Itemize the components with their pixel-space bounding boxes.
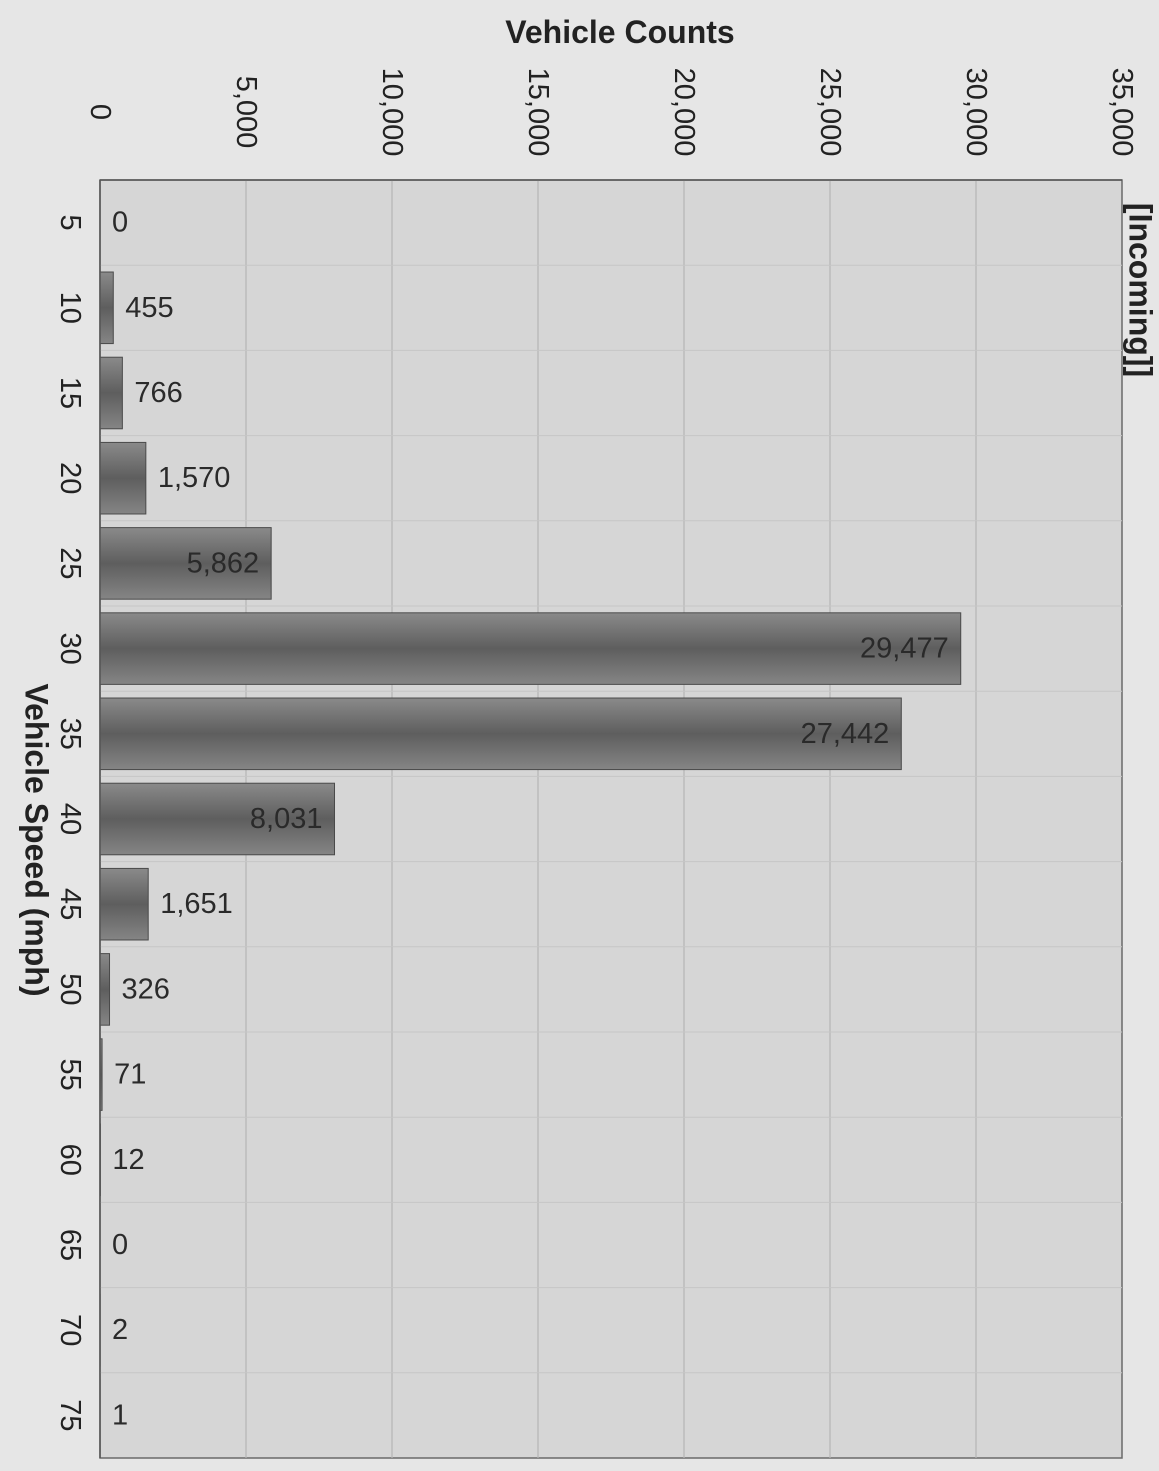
data-label: 5,862	[187, 547, 260, 579]
category-tick-label: 70	[54, 1314, 86, 1346]
category-axis-ticks: 5 10 15 20 25 30 35 40 45 50 55 60 65 70 75	[54, 215, 86, 1432]
value-tick-label: 15,000	[522, 68, 554, 157]
category-tick-label: 25	[54, 547, 86, 579]
category-tick-label: 60	[54, 1144, 86, 1176]
bar	[99, 441, 147, 515]
category-tick-label: 30	[54, 632, 86, 664]
data-label: 766	[134, 377, 182, 409]
bar	[99, 356, 123, 430]
data-label: 12	[112, 1144, 144, 1176]
category-tick-label: 10	[54, 292, 86, 324]
data-label: 1,651	[160, 888, 233, 920]
category-tick-label: 65	[54, 1229, 86, 1261]
category-tick-label: 45	[54, 888, 86, 920]
value-tick-label: 0	[84, 104, 116, 120]
data-label: 1	[112, 1399, 128, 1431]
category-tick-label: 40	[54, 803, 86, 835]
bar	[99, 612, 962, 685]
category-tick-label: 5	[54, 215, 86, 231]
data-label: 1,570	[158, 462, 231, 494]
value-tick-label: 20,000	[668, 68, 700, 157]
data-label: 2	[112, 1314, 128, 1346]
data-label: 29,477	[860, 633, 949, 665]
bar	[99, 697, 902, 771]
data-label: 71	[114, 1059, 146, 1091]
category-tick-label: 55	[54, 1058, 86, 1090]
category-tick-label: 75	[54, 1399, 86, 1431]
data-label: 8,031	[250, 803, 323, 835]
bar	[99, 953, 111, 1026]
category-tick-label: 15	[54, 377, 86, 409]
data-labels: 0 455 766 1,570 5,862 29,477 27,442 8,031 1,651 3…	[112, 207, 949, 1432]
category-axis-title: Vehicle Speed (mph)	[18, 683, 55, 997]
value-axis-ticks: 0 5,000 10,000 15,000 20,000 25,000 30,000 35,0…	[84, 68, 1138, 157]
data-label: 27,442	[801, 718, 890, 750]
value-axis-title: Vehicle Counts	[505, 14, 735, 50]
data-label: 0	[112, 207, 128, 239]
bar	[99, 271, 114, 345]
data-label: 0	[112, 1229, 128, 1261]
category-tick-label: 20	[54, 462, 86, 494]
category-tick-label: 35	[54, 718, 86, 750]
category-tick-label: 50	[54, 973, 86, 1005]
grid-lines	[100, 180, 1122, 1458]
value-tick-label: 35,000	[1106, 68, 1138, 157]
value-tick-label: 5,000	[230, 76, 262, 149]
value-tick-label: 10,000	[376, 68, 408, 157]
bar	[99, 867, 149, 941]
chart-title: [Incoming]]	[1122, 202, 1159, 378]
value-tick-label: 30,000	[960, 68, 992, 157]
bars	[99, 271, 962, 1452]
data-label: 326	[122, 973, 170, 1005]
data-label: 455	[125, 292, 173, 324]
bar	[99, 782, 336, 856]
value-tick-label: 25,000	[814, 68, 846, 157]
